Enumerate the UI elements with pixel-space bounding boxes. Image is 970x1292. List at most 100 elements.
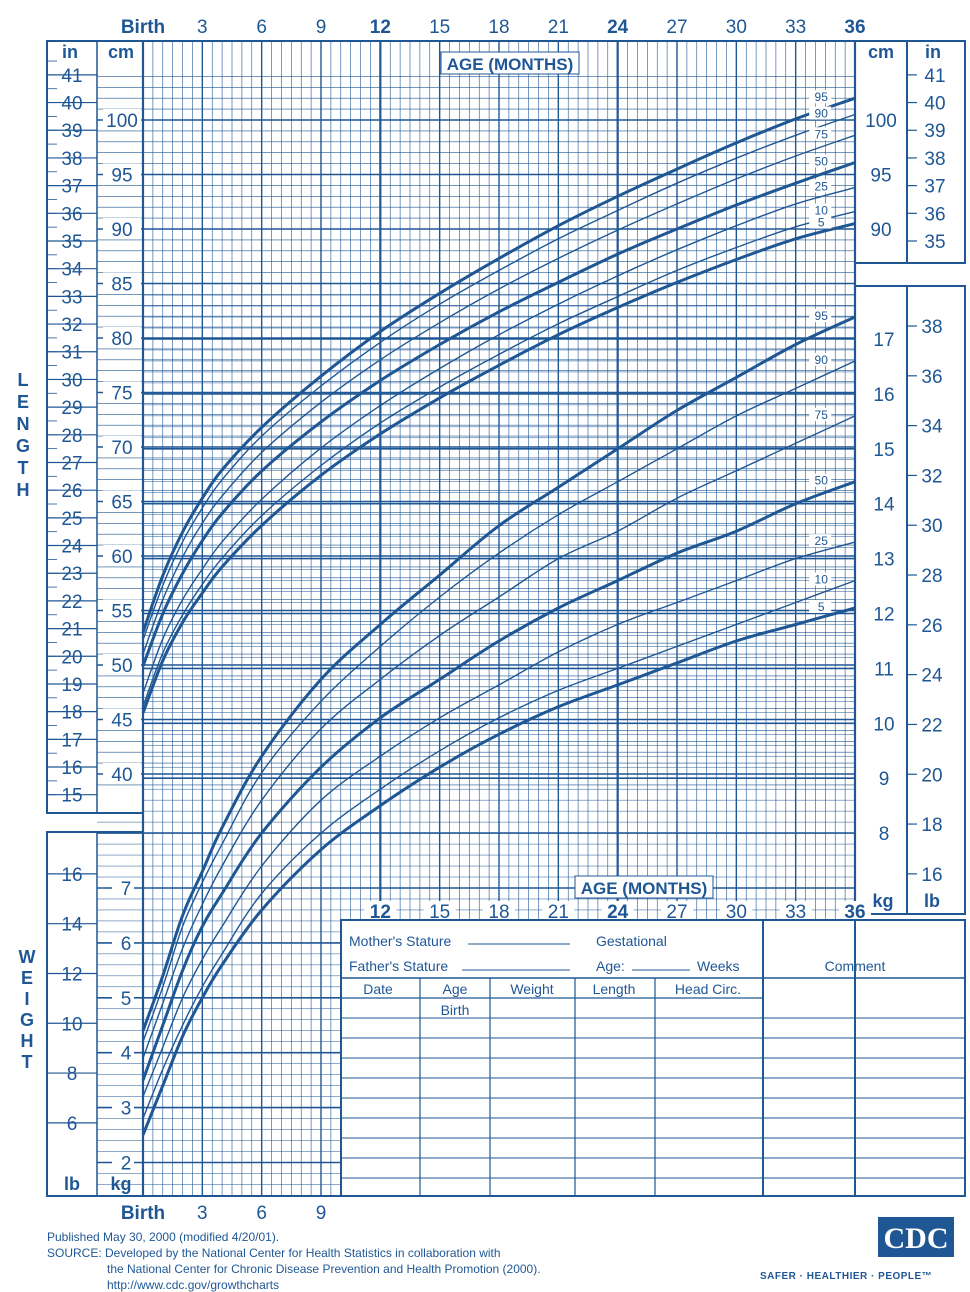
comment-label: Comment	[825, 958, 886, 974]
length-in-tick: 23	[61, 564, 82, 585]
age-axis-title-top: AGE (MONTHS)	[447, 55, 574, 74]
length-in-tick-right: 40	[924, 94, 945, 115]
first-age-cell: Birth	[441, 1002, 470, 1018]
weight-lb-tick-right: 34	[921, 417, 943, 438]
unit-cm-left: cm	[108, 42, 134, 62]
label-bg	[103, 272, 141, 293]
age-tick-top: 33	[785, 17, 806, 38]
length-axis-letter: E	[17, 392, 29, 412]
length-in-tick: 28	[61, 426, 82, 447]
label-bg	[809, 600, 832, 614]
length-cm-tick: 90	[111, 220, 132, 241]
age-tick-top: 36	[844, 17, 865, 38]
length-percentile-label: 75	[815, 127, 829, 141]
length-in-tick: 27	[61, 453, 82, 474]
label-bg	[720, 901, 753, 920]
length-in-tick: 31	[61, 343, 82, 364]
weight-percentile-label: 90	[815, 353, 829, 367]
age-tick-top: 21	[548, 17, 569, 38]
weight-kg-tick-right: 15	[873, 440, 894, 461]
length-in-tick-right: 37	[924, 177, 945, 198]
right-weight-kg-scale	[854, 285, 908, 915]
weight-axis-letter: I	[24, 989, 29, 1009]
age-tick-mid: 21	[548, 902, 569, 923]
label-bg	[103, 708, 141, 729]
length-cm-tick: 100	[106, 111, 138, 132]
weight-kg-tick-right: 8	[879, 824, 890, 845]
label-bg	[809, 106, 832, 120]
age-tick-mid: 27	[666, 902, 687, 923]
axis-labels: 1516171819202122232425262728293031323334…	[16, 17, 946, 1224]
unit-kg-left: kg	[110, 1174, 131, 1194]
weight-lb-tick-right: 38	[921, 317, 942, 338]
length-in-tick: 26	[61, 481, 82, 502]
label-bg	[103, 599, 141, 620]
age-tick-top: Birth	[121, 17, 165, 38]
length-cm-tick: 65	[111, 493, 132, 514]
length-curve-p90	[142, 113, 856, 641]
weight-kg-tick: 6	[121, 934, 132, 955]
age-tick-mid: 36	[844, 902, 865, 923]
weight-lb-tick-right: 26	[921, 616, 942, 637]
weight-lb-tick: 16	[61, 865, 82, 886]
age-tick-top: 27	[666, 17, 687, 38]
weight-lb-tick-right: 16	[921, 865, 942, 886]
age-tick-mid: 12	[370, 902, 391, 923]
label-bg	[542, 901, 575, 920]
weight-kg-tick-right: 16	[873, 385, 894, 406]
length-in-tick: 40	[61, 94, 82, 115]
length-in-tick-right: 41	[924, 66, 945, 87]
label-bg	[103, 218, 141, 238]
label-bg	[601, 901, 634, 920]
length-axis-letter: L	[18, 370, 29, 390]
weight-axis-letter: E	[21, 968, 33, 988]
weight-lb-tick: 10	[61, 1014, 82, 1035]
length-in-tick: 24	[61, 537, 83, 558]
age-tick-mid: 15	[429, 902, 450, 923]
label-bg	[103, 327, 141, 347]
weight-curve-p10	[142, 579, 856, 1119]
weight-axis-letter: W	[19, 947, 36, 967]
unit-lb-left: lb	[64, 1174, 80, 1194]
weight-percentile-label: 50	[815, 474, 829, 488]
length-curve-p75	[142, 134, 856, 655]
source-note: SOURCE: Developed by the National Center…	[47, 1246, 501, 1260]
label-bg	[103, 436, 141, 456]
age-tick-top: 30	[726, 17, 747, 38]
label-bg	[112, 1152, 134, 1173]
length-in-tick: 34	[61, 260, 83, 281]
length-percentile-label: 50	[815, 155, 829, 169]
length-in-tick: 37	[61, 177, 82, 198]
length-percentile-label: 25	[815, 180, 829, 194]
unit-kg-right: kg	[872, 891, 893, 911]
column-header: Length	[593, 981, 636, 997]
unit-in-left: in	[62, 42, 78, 62]
label-bg	[809, 203, 832, 217]
length-curve-p25	[142, 186, 856, 694]
weight-lb-tick-right: 22	[921, 715, 942, 736]
source-url[interactable]: http://www.cdc.gov/growthcharts	[107, 1278, 280, 1292]
column-header: Head Circ.	[675, 981, 741, 997]
label-bg	[779, 901, 812, 920]
length-cm-tick: 80	[111, 329, 132, 350]
length-cm-tick: 40	[111, 765, 132, 786]
length-in-tick: 18	[61, 703, 82, 724]
age-tick-top: 15	[429, 17, 450, 38]
label-bg	[809, 154, 832, 168]
weight-percentile-label: 25	[815, 534, 829, 548]
weight-lb-tick: 8	[67, 1064, 78, 1085]
length-in-tick: 33	[61, 287, 82, 308]
length-percentile-label: 90	[815, 107, 829, 121]
length-in-tick: 19	[61, 675, 82, 696]
weight-lb-tick-right: 32	[921, 466, 942, 487]
weight-kg-tick: 2	[121, 1154, 132, 1175]
label-bg	[809, 352, 832, 366]
length-cm-tick: 75	[111, 384, 132, 405]
cdc-tagline: SAFER · HEALTHIER · PEOPLE™	[760, 1271, 933, 1282]
length-percentile-label: 5	[818, 216, 825, 230]
length-axis-letter: T	[18, 458, 29, 478]
weight-kg-tick-right: 11	[874, 659, 894, 680]
weight-kg-tick-right: 14	[873, 495, 895, 516]
weight-kg-tick-right: 13	[873, 550, 894, 571]
label-bg	[809, 534, 832, 548]
